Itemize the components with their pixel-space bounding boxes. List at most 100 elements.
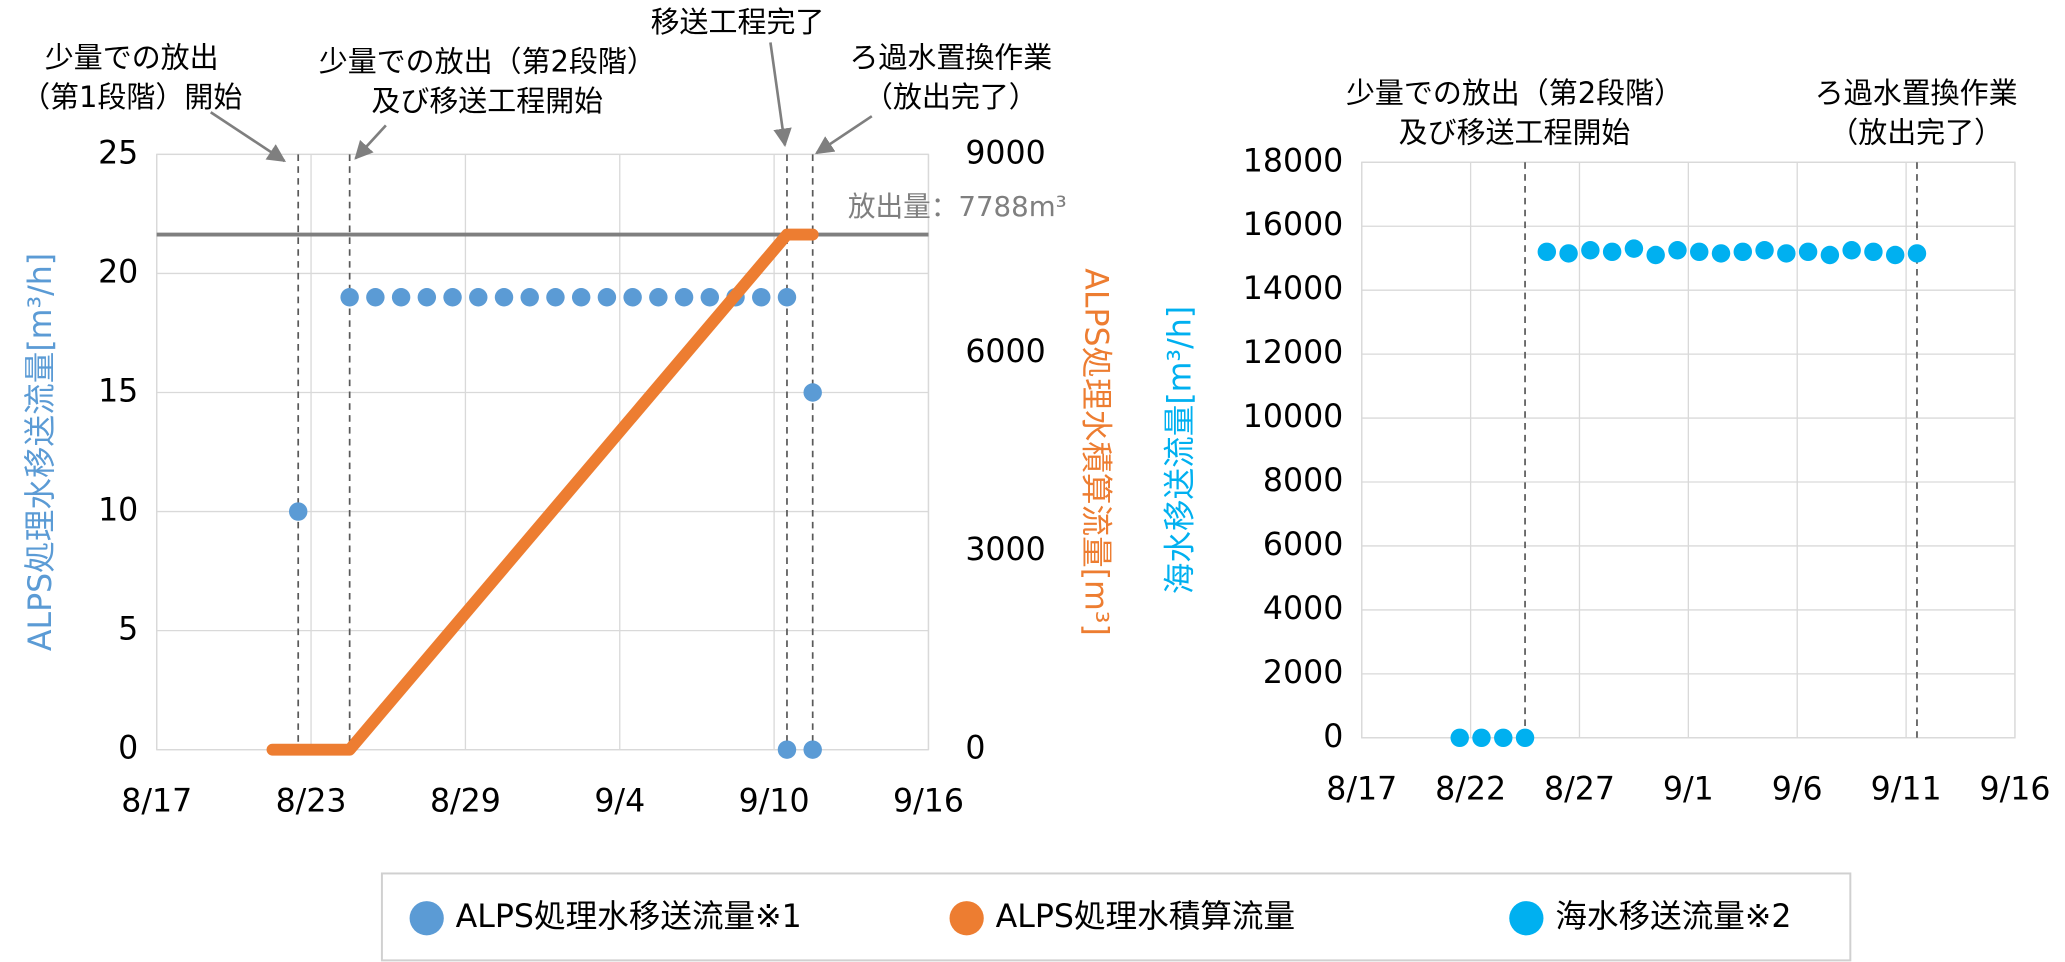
data-point [1515, 728, 1535, 748]
data-point [1842, 241, 1861, 260]
y-axis-label: ALPS処理水移送流量[m³/h] [23, 253, 59, 651]
data-point [1602, 242, 1622, 262]
data-point [777, 740, 797, 759]
y-tick-label: 20 [98, 254, 138, 290]
data-point [366, 288, 385, 307]
y2-tick-label: 6000 [965, 334, 1045, 370]
x-tick-label: 9/1 [1663, 771, 1714, 807]
y2-tick-label: 9000 [965, 135, 1045, 171]
x-tick-label: 8/22 [1435, 771, 1506, 807]
data-point [752, 288, 771, 307]
annotation-text: （放出完了） [864, 80, 1038, 114]
annotation-text: 少量での放出 [45, 41, 219, 75]
y-tick-label: 25 [98, 135, 138, 171]
data-point [443, 288, 462, 307]
annotation-text: ろ過水置換作業 [849, 41, 1052, 75]
y-tick-label: 0 [1323, 719, 1343, 755]
data-point [1885, 245, 1905, 265]
x-tick-label: 8/17 [1326, 771, 1397, 807]
legend-swatch [949, 901, 984, 936]
data-point [520, 288, 539, 307]
data-point [1472, 728, 1491, 748]
data-point [340, 288, 359, 307]
data-point [391, 288, 411, 307]
data-point [546, 288, 565, 307]
annotation-arrow [814, 115, 873, 155]
y-tick-label: 10000 [1243, 399, 1344, 435]
x-tick-label: 9/11 [1871, 771, 1942, 807]
series-line [266, 228, 819, 756]
data-point [777, 288, 797, 307]
data-point [571, 288, 591, 307]
y-tick-label: 10 [98, 493, 138, 529]
legend-label: 海水移送流量※2 [1555, 899, 1791, 935]
x-tick-label: 9/10 [739, 783, 810, 819]
x-tick-label: 9/16 [893, 783, 964, 819]
y-tick-label: 15 [98, 374, 138, 410]
data-point [1733, 242, 1753, 262]
annotation-text: 及び移送工程開始 [1399, 116, 1631, 150]
annotation-text: 少量での放出（第2段階） [319, 45, 656, 79]
data-point [1864, 242, 1883, 262]
data-point [803, 383, 822, 402]
data-point [597, 288, 617, 307]
data-point [1537, 242, 1557, 262]
y2-axis-label: ALPS処理水積算流量[m³] [1077, 268, 1113, 636]
annotation-text: （第1段階）開始 [21, 80, 242, 114]
data-point [700, 288, 720, 307]
annotation-text: 少量での放出（第2段階） [1346, 76, 1683, 110]
y2-tick-label: 0 [965, 731, 985, 767]
annotation-text: 及び移送工程開始 [371, 84, 603, 118]
data-point [674, 288, 694, 307]
legend-label: ALPS処理水移送流量※1 [456, 899, 802, 935]
y-axis-label: 海水移送流量[m³/h] [1162, 306, 1198, 594]
data-point [1755, 241, 1774, 260]
x-tick-label: 9/4 [594, 783, 645, 819]
y-tick-label: 12000 [1243, 335, 1344, 371]
data-point [1581, 241, 1600, 260]
y-tick-label: 2000 [1263, 655, 1343, 691]
y-tick-label: 5 [118, 612, 138, 648]
data-point [1690, 242, 1709, 262]
annotation-text: ろ過水置換作業 [1815, 76, 2018, 110]
y-tick-label: 6000 [1263, 527, 1343, 563]
data-point [1820, 245, 1840, 265]
data-point [1450, 728, 1469, 748]
legend-label: ALPS処理水積算流量 [996, 899, 1295, 935]
legend-swatch [409, 901, 444, 936]
x-tick-label: 8/29 [430, 783, 501, 819]
data-point [1777, 244, 1796, 263]
x-tick-label: 9/16 [1979, 771, 2050, 807]
data-point [1668, 241, 1687, 260]
x-tick-label: 8/27 [1544, 771, 1615, 807]
y-tick-label: 16000 [1243, 207, 1344, 243]
annotation-arrow [209, 111, 287, 163]
data-point [469, 288, 488, 307]
y2-tick-label: 3000 [965, 532, 1045, 568]
data-point [417, 288, 437, 307]
data-point [623, 288, 642, 307]
y-tick-label: 4000 [1263, 591, 1343, 627]
y-tick-label: 8000 [1263, 463, 1343, 499]
data-point [1711, 244, 1731, 263]
y-tick-label: 14000 [1243, 271, 1344, 307]
legend-box [380, 872, 1852, 962]
annotation-text: 移送工程完了 [651, 5, 825, 39]
data-point [1559, 244, 1578, 263]
legend-swatch [1509, 901, 1544, 936]
data-point [288, 502, 308, 521]
y-tick-label: 0 [118, 731, 138, 767]
data-point [649, 288, 668, 307]
x-tick-label: 9/6 [1772, 771, 1823, 807]
y-tick-label: 18000 [1243, 143, 1344, 179]
annotation-arrow [354, 124, 387, 160]
x-tick-label: 8/17 [121, 783, 192, 819]
x-tick-label: 8/23 [276, 783, 347, 819]
data-point [803, 740, 822, 759]
data-point [1798, 242, 1818, 262]
data-point [1907, 244, 1927, 263]
data-point [1494, 728, 1513, 748]
annotation-arrow [769, 42, 792, 147]
data-point [494, 288, 514, 307]
